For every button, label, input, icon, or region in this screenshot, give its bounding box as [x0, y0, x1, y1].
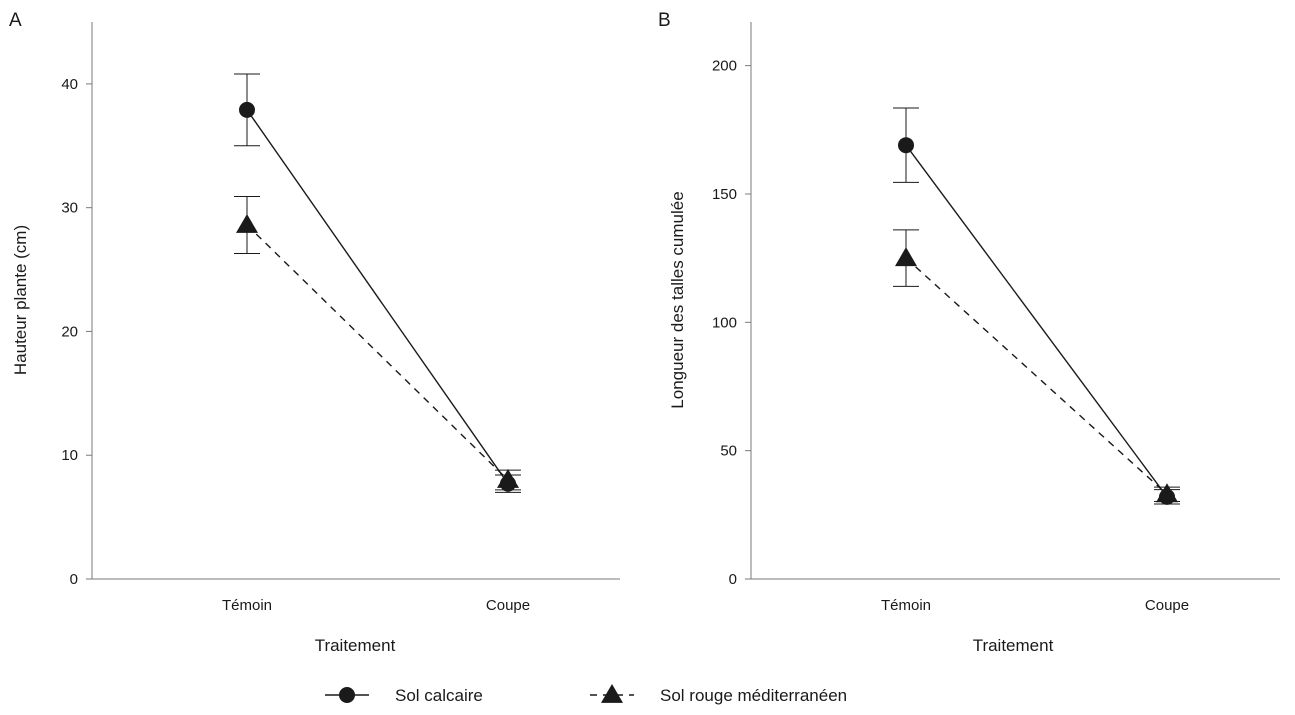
panel-a: A 0 10 20 30 40 Témoin Coupe Traitement Hauteur p… — [9, 10, 620, 655]
y-tick-label: 100 — [712, 314, 737, 331]
y-tick-label: 0 — [70, 571, 78, 588]
data-point-sol-calcaire — [239, 101, 255, 118]
legend-item-sol-calcaire: Sol calcaire — [325, 686, 483, 705]
data-point-sol-rouge-mediterraneen — [895, 247, 917, 267]
panel-letter: A — [9, 10, 22, 31]
legend-item-sol-rouge-mediterraneen: Sol rouge méditerranéen — [590, 684, 847, 705]
x-tick-label: Coupe — [486, 597, 530, 614]
legend-marker — [601, 684, 623, 703]
series-line-sol-rouge-mediterraneen — [246, 224, 509, 481]
series-line-sol-calcaire — [246, 109, 509, 485]
y-tick-label: 10 — [61, 447, 78, 464]
y-tick-label: 150 — [712, 186, 737, 203]
y-tick-label: 30 — [61, 200, 78, 217]
data-point-sol-calcaire — [898, 137, 914, 154]
series-line-sol-rouge-mediterraneen — [905, 257, 1168, 495]
data-point-sol-calcaire — [500, 475, 516, 492]
data-point-sol-rouge-mediterraneen — [236, 213, 258, 233]
x-tick-label: Témoin — [881, 597, 931, 614]
legend-marker — [339, 687, 355, 703]
legend-label: Sol rouge méditerranéen — [660, 686, 847, 705]
y-tick-label: 200 — [712, 58, 737, 75]
y-tick-label: 50 — [720, 443, 737, 460]
x-tick-label: Témoin — [222, 597, 272, 614]
panel-letter: B — [658, 10, 671, 31]
legend-label: Sol calcaire — [395, 686, 483, 705]
series-line-sol-calcaire — [905, 144, 1168, 498]
y-tick-label: 40 — [61, 76, 78, 93]
y-tick-label: 0 — [729, 571, 737, 588]
x-axis-label: Traitement — [973, 636, 1054, 655]
y-tick-label: 20 — [61, 323, 78, 340]
data-point-sol-calcaire — [1159, 488, 1175, 505]
panel-b: B 0 50 100 150 200 Témoin Coupe Traitement Longue… — [658, 10, 1280, 655]
y-axis-label: Longueur des talles cumulée — [668, 191, 687, 408]
y-axis-label: Hauteur plante (cm) — [11, 225, 30, 375]
x-tick-label: Coupe — [1145, 597, 1189, 614]
x-axis-label: Traitement — [315, 636, 396, 655]
legend: Sol calcaire Sol rouge méditerranéen — [325, 684, 847, 705]
